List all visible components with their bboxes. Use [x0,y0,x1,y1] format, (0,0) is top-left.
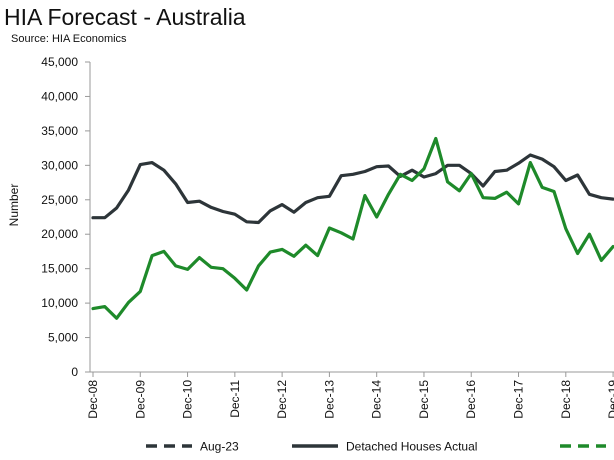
series-detached-houses-actual-line [91,153,614,225]
x-tick-label: Dec-14 [370,380,384,419]
legend-label: Aug-23 [200,440,239,454]
y-tick-label: 25,000 [41,193,78,207]
y-tick-label: 35,000 [41,124,78,138]
series-lines [91,136,614,320]
y-tick-label: 45,000 [41,55,78,69]
x-axis-ticks: Dec-08 Dec-09 Dec-10 Dec-11 Dec-12 Dec-13 Dec-… [86,372,614,419]
y-tick-label: 15,000 [41,262,78,276]
axes [89,62,614,373]
y-tick-label: 0 [71,365,78,379]
y-tick-label: 20,000 [41,227,78,241]
y-tick-label: 5,000 [48,331,78,345]
x-tick-label: Dec-16 [464,380,478,419]
y-axis-ticks: 0 5,000 10,000 15,000 20,000 25,000 30,000 35,0… [41,55,90,379]
x-tick-label: Dec-09 [133,380,147,419]
y-tick-label: 40,000 [41,89,78,103]
y-tick-label: 10,000 [41,296,78,310]
series-a-line [91,136,614,320]
chart-source: Source: HIA Economics [11,33,127,45]
y-tick-label: 30,000 [41,158,78,172]
x-tick-label: Dec-13 [322,380,336,419]
x-tick-label: Dec-08 [86,380,100,419]
y-axis-label: Number [7,184,21,227]
x-tick-label: Dec-11 [228,380,242,418]
x-tick-label: Dec-12 [275,380,289,419]
x-tick-label: Dec-17 [512,380,526,419]
legend-label: Detached Houses Actual [346,440,477,454]
chart-title: HIA Forecast - Australia [4,4,246,30]
x-tick-label: Dec-15 [417,380,431,419]
x-tick-label: Dec-18 [559,380,573,419]
x-tick-label: Dec-19 [606,380,614,419]
x-tick-label: Dec-10 [181,380,195,419]
